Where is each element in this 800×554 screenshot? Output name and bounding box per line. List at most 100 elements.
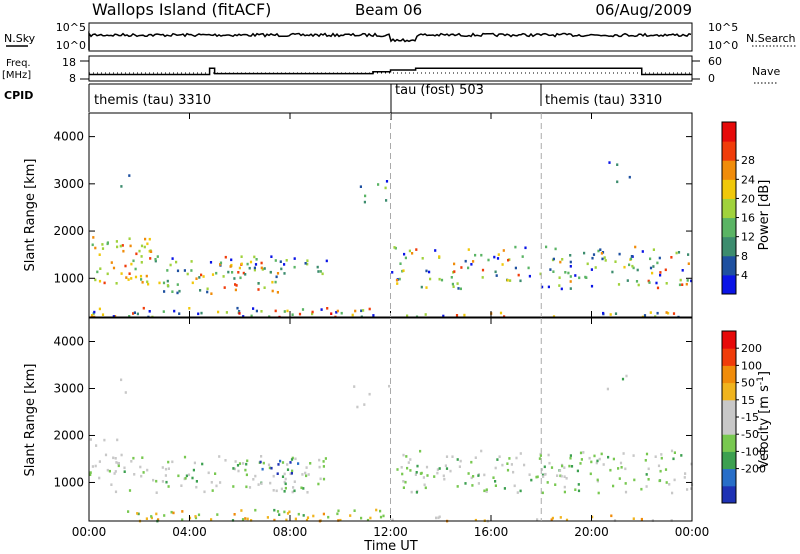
- velocity-echo-cell: [317, 482, 320, 486]
- power-echo-cell: [320, 308, 323, 311]
- power-colorbar-cell: [722, 236, 736, 257]
- velocity-echo-cell: [137, 512, 140, 516]
- velocity-echo-cell: [246, 517, 249, 521]
- power-echo-cell: [631, 264, 634, 268]
- velocity-echo-cell: [207, 471, 210, 475]
- velocity-echo-cell: [98, 476, 101, 480]
- velocity-echo-cell: [114, 490, 118, 494]
- velocity-echo-cell: [569, 456, 572, 460]
- freq-tick-high: 18: [62, 56, 76, 69]
- velocity-echo-cell: [625, 374, 628, 378]
- velocity-echo-cell: [470, 460, 473, 464]
- velocity-echo-cell: [632, 454, 635, 457]
- velocity-echo-cell: [530, 478, 533, 482]
- power-echo-cell: [191, 281, 194, 285]
- velocity-echo-cell: [289, 472, 292, 476]
- power-echo-cell: [385, 199, 388, 202]
- velocity-echo-cell: [671, 491, 674, 495]
- velocity-echo-cell: [224, 459, 227, 462]
- velocity-echo-cell: [366, 518, 370, 522]
- velocity-echo-cell: [402, 453, 405, 457]
- power-echo-cell: [163, 290, 166, 293]
- velocity-echo-cell: [279, 459, 282, 463]
- power-echo-cell: [648, 281, 651, 284]
- power-echo-cell: [162, 310, 165, 313]
- velocity-echo-cell: [210, 518, 213, 521]
- velocity-echo-cell: [245, 473, 248, 477]
- velocity-echo-cell: [305, 474, 308, 478]
- power-echo-cell: [110, 261, 113, 264]
- velocity-echo-cell: [437, 516, 440, 520]
- velocity-echo-cell: [233, 467, 236, 471]
- velocity-echo-cell: [577, 483, 580, 486]
- power-echo-cell: [442, 314, 445, 318]
- power-colorbar-cell: [722, 122, 736, 142]
- velocity-echo-cell: [442, 474, 445, 478]
- velocity-echo-cell: [597, 491, 600, 495]
- velocity-echo-cell: [404, 480, 407, 484]
- velocity-echo-cell: [195, 480, 198, 483]
- power-echo-cell: [330, 312, 333, 315]
- power-echo-cell: [101, 243, 104, 246]
- velocity-echo-cell: [515, 456, 518, 460]
- velocity-echo-cell: [451, 455, 454, 458]
- velocity-echo-cell: [291, 490, 294, 494]
- power-echo-cell: [233, 277, 236, 280]
- velocity-echo-cell: [281, 461, 285, 464]
- velocity-echo-cell: [670, 449, 674, 453]
- velocity-echo-cell: [415, 471, 418, 474]
- power-echo-cell: [402, 269, 405, 272]
- power-echo-cell: [133, 311, 136, 314]
- velocity-echo-cell: [291, 469, 294, 473]
- power-echo-cell: [354, 309, 357, 313]
- velocity-echo-cell: [236, 464, 240, 467]
- power-echo-cell: [148, 237, 151, 241]
- power-echo-cell: [481, 276, 484, 279]
- velocity-echo-cell: [588, 456, 591, 460]
- velocity-echo-cell: [210, 481, 213, 484]
- power-echo-cell: [190, 260, 193, 263]
- velocity-colorbar-cell: [722, 348, 736, 366]
- power-echo-cell: [146, 280, 149, 284]
- power-echo-cell: [128, 315, 131, 318]
- power-echo-cell: [306, 259, 309, 262]
- velocity-echo-cell: [474, 518, 477, 522]
- velocity-echo-cell: [609, 468, 612, 472]
- velocity-echo-cell: [203, 490, 206, 494]
- velocity-echo-cell: [510, 463, 513, 466]
- velocity-echo-cell: [123, 470, 126, 473]
- velocity-echo-cell: [297, 462, 300, 465]
- velocity-echo-cell: [606, 387, 609, 391]
- velocity-echo-cell: [551, 516, 554, 520]
- velocity-echo-cell: [610, 514, 613, 518]
- power-echo-cell: [611, 270, 614, 274]
- velocity-echo-cell: [546, 481, 549, 484]
- velocity-echo-cell: [640, 487, 643, 491]
- power-echo-cell: [686, 279, 689, 282]
- velocity-echo-cell: [612, 484, 615, 488]
- power-echo-cell: [158, 281, 161, 285]
- velocity-echo-cell: [565, 518, 569, 522]
- power-echo-cell: [456, 282, 459, 285]
- velocity-echo-cell: [539, 452, 542, 456]
- power-echo-cell: [321, 272, 324, 276]
- power-echo-cell: [231, 271, 234, 274]
- velocity-echo-cell: [444, 464, 447, 467]
- power-echo-cell: [681, 283, 684, 286]
- power-echo-cell: [112, 315, 115, 318]
- power-echo-cell: [138, 249, 141, 253]
- power-echo-cell: [271, 289, 274, 293]
- power-echo-cell: [578, 276, 581, 280]
- power-echo-cell: [401, 269, 404, 273]
- power-echo-cell: [166, 284, 169, 287]
- power-echo-cell: [301, 308, 305, 311]
- power-echo-cell: [467, 266, 470, 270]
- power-echo-cell: [372, 314, 375, 317]
- power-echo-cell: [116, 245, 119, 249]
- velocity-echo-cell: [464, 482, 467, 485]
- time-axis: 00:00 04:00 08:00 12:00 16:00 20:00 00:00: [72, 525, 710, 539]
- velocity-echo-cell: [425, 465, 429, 469]
- power-echo-cell: [384, 186, 387, 190]
- power-echo-cell: [554, 247, 557, 251]
- power-echo-cell: [178, 289, 181, 293]
